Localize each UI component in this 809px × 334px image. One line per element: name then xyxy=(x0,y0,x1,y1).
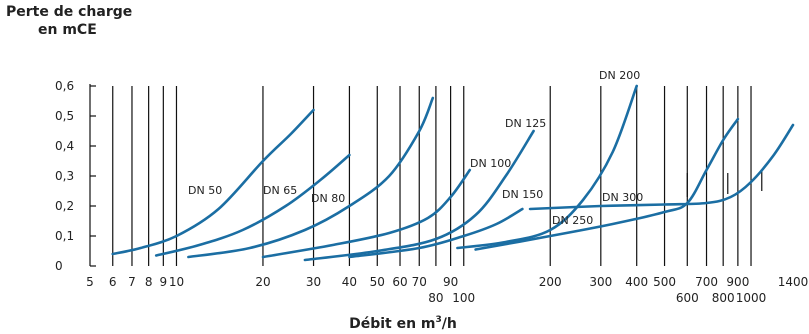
x-tick-label: 600 xyxy=(676,291,699,305)
x-tick-label: 6 xyxy=(109,275,117,289)
series-line-dn80 xyxy=(187,96,435,259)
y-tick-label: 0,4 xyxy=(55,139,74,153)
x-tick-label: 70 xyxy=(412,275,427,289)
x-tick-label: 30 xyxy=(306,275,321,289)
series-line-dn300 xyxy=(528,123,795,211)
x-tick-label: 900 xyxy=(726,275,749,289)
series-label-dn100: DN 100 xyxy=(470,157,511,170)
series-line-dn50 xyxy=(111,108,315,256)
x-ticks: 5 6 7 8 9 10 20 30 40 50 60 70 90 200 300 400 500 700 900 1… xyxy=(86,170,808,305)
x-tick-label: 400 xyxy=(625,275,648,289)
x-tick-label: 20 xyxy=(255,275,270,289)
x-tick-label: 1400 xyxy=(778,275,809,289)
y-tick-label: 0,5 xyxy=(55,109,74,123)
series-label-dn80: DN 80 xyxy=(311,192,345,205)
series-label-dn150: DN 150 xyxy=(502,188,543,201)
y-tick-label: 0,2 xyxy=(55,199,74,213)
series-line-dn200 xyxy=(456,84,638,250)
y-tick-label: 0,6 xyxy=(55,79,74,93)
series-label-dn65: DN 65 xyxy=(263,184,297,197)
series-label-dn250: DN 250 xyxy=(552,214,593,227)
y-axis-title-line2: en mCE xyxy=(38,22,97,38)
series-line-dn250 xyxy=(474,117,740,251)
y-axis-title-line1: Perte de charge xyxy=(6,4,133,20)
series-line-dn65 xyxy=(154,153,351,257)
x-tick-label: 300 xyxy=(589,275,612,289)
series-line-dn100 xyxy=(261,168,472,259)
x-tick-label: 40 xyxy=(342,275,357,289)
series-label-dn125: DN 125 xyxy=(505,117,546,130)
x-tick-label: 8 xyxy=(145,275,153,289)
x-tick-label: 800 xyxy=(712,291,735,305)
y-ticks: 0 0,1 0,2 0,3 0,4 0,5 0,6 xyxy=(55,79,96,273)
y-tick-label: 0,3 xyxy=(55,169,74,183)
series-label-dn300: DN 300 xyxy=(602,191,643,204)
x-tick-label: 100 xyxy=(452,291,475,305)
x-tick-label: 200 xyxy=(539,275,562,289)
x-tick-label: 10 xyxy=(169,275,184,289)
x-tick-label: 80 xyxy=(428,291,443,305)
x-tick-label: 60 xyxy=(392,275,407,289)
x-tick-label: 700 xyxy=(695,275,718,289)
x-tick-label: 90 xyxy=(443,275,458,289)
y-tick-label: 0,1 xyxy=(55,229,74,243)
x-tick-label: 50 xyxy=(370,275,385,289)
x-tick-label: 7 xyxy=(128,275,136,289)
series-label-dn50: DN 50 xyxy=(188,184,222,197)
x-axis-title: Débit en m3/h xyxy=(349,315,457,332)
series-label-dn200: DN 200 xyxy=(599,69,640,82)
x-tick-label: 5 xyxy=(86,275,94,289)
series-line-dn150 xyxy=(348,207,524,259)
series-line-dn125 xyxy=(303,129,535,262)
x-tick-label: 9 xyxy=(160,275,168,289)
y-tick-label: 0 xyxy=(55,259,63,273)
x-tick-label: 500 xyxy=(653,275,676,289)
series-labels: DN 50 DN 65 DN 80 DN 100 DN 125 DN 150 DN 200 D… xyxy=(188,69,643,227)
x-tick-label: 1000 xyxy=(736,291,767,305)
series-group xyxy=(111,84,795,262)
